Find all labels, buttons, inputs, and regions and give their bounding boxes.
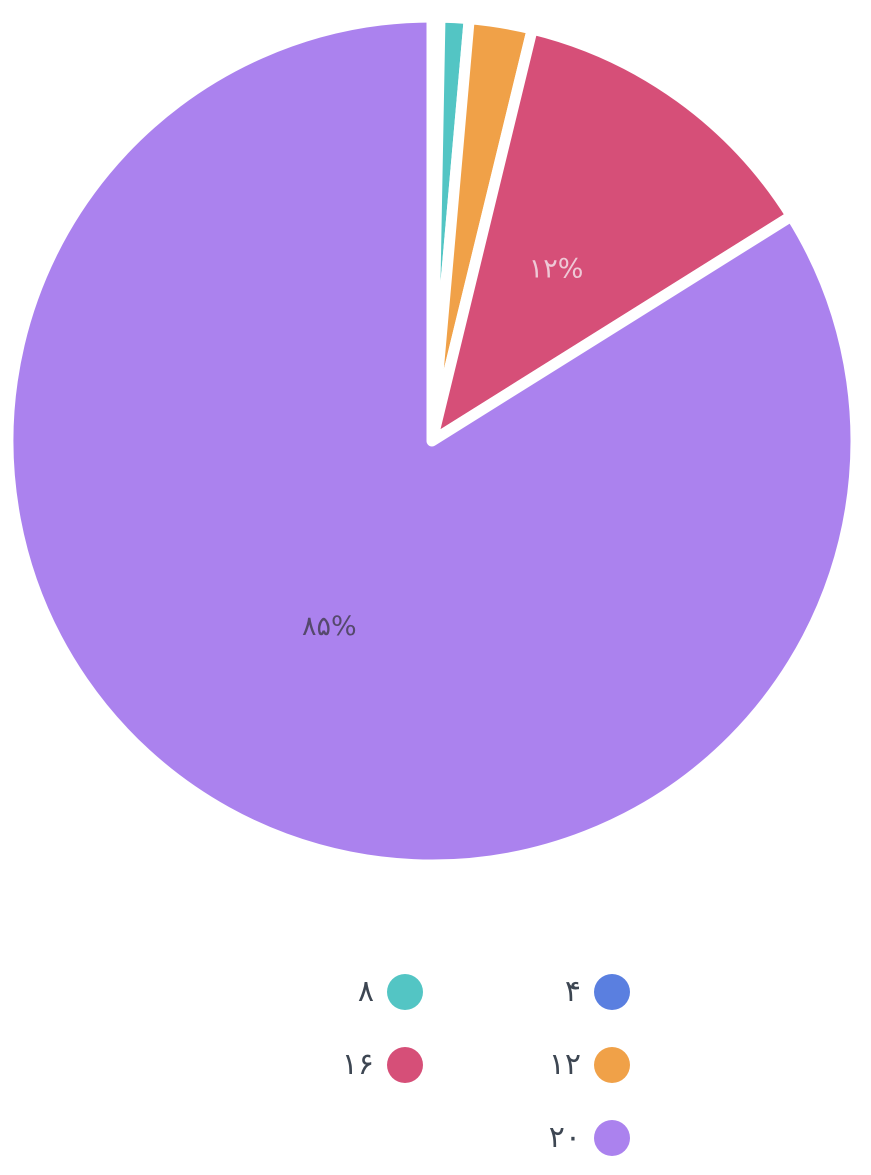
legend-item-label: ۱۲ xyxy=(548,1047,581,1082)
legend-item-label: ۲۰ xyxy=(548,1120,581,1155)
legend: ۴ ۸ ۱۲ ۱۶ ۲۰ xyxy=(216,974,630,1156)
legend-item-label: ۱۶ xyxy=(341,1047,374,1082)
legend-item-label: ۸ xyxy=(357,974,374,1009)
pie-slice-3[interactable] xyxy=(426,23,797,447)
legend-marker-icon xyxy=(594,1120,630,1156)
legend-marker-icon xyxy=(387,1047,423,1083)
legend-marker-icon xyxy=(594,974,630,1010)
pie-chart: ۱۲%۸۵% xyxy=(2,11,862,871)
legend-marker-icon xyxy=(387,974,423,1010)
legend-marker-icon xyxy=(594,1047,630,1083)
legend-item-label: ۴ xyxy=(564,974,581,1009)
pie-slice-4[interactable] xyxy=(2,11,862,871)
legend-item-0[interactable]: ۴ xyxy=(565,974,630,1010)
legend-item-1[interactable]: ۸ xyxy=(358,974,423,1010)
legend-item-4[interactable]: ۲۰ xyxy=(549,1120,630,1156)
legend-item-3[interactable]: ۱۶ xyxy=(342,1047,423,1083)
legend-item-2[interactable]: ۱۲ xyxy=(549,1047,630,1083)
